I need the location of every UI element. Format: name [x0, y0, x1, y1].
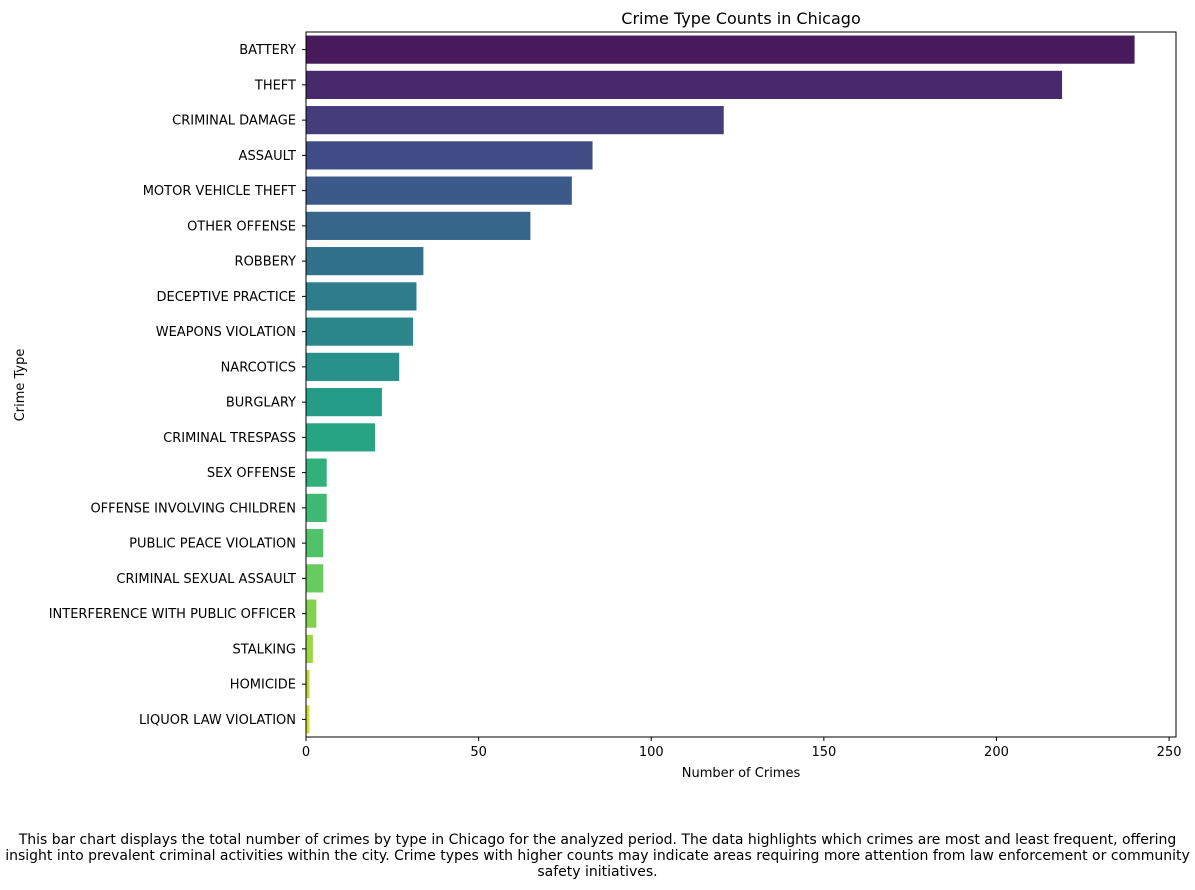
y-tick-label: HOMICIDE	[230, 678, 296, 693]
y-tick-label: MOTOR VEHICLE THEFT	[143, 184, 296, 199]
x-tick-label: 50	[470, 745, 487, 760]
x-tick-label: 250	[1157, 745, 1182, 760]
y-tick-labels: BATTERY THEFT CRIMINAL DAMAGE ASSAULT MOTOR …	[49, 43, 306, 728]
x-tick-label: 150	[811, 745, 836, 760]
y-tick-label: WEAPONS VIOLATION	[156, 325, 296, 340]
bar-burglary	[306, 388, 382, 417]
bar-narcotics	[306, 352, 400, 381]
x-axis-label: Number of Crimes	[682, 766, 801, 781]
crime-bar-chart: Crime Type Counts in Chicago BATTERY THEF…	[13, 9, 1182, 781]
x-tick-label: 200	[984, 745, 1009, 760]
bar-public-peace-violation	[306, 529, 324, 558]
bar-other-offense	[306, 211, 531, 240]
bar-deceptive-practice	[306, 282, 417, 311]
bar-sex-offense	[306, 458, 327, 487]
y-tick-label: STALKING	[233, 642, 296, 657]
bar-liquor-law-violation	[306, 705, 310, 734]
y-tick-label: THEFT	[254, 78, 296, 93]
bar-stalking	[306, 634, 313, 663]
bar-homicide	[306, 670, 310, 699]
y-tick-label: LIQUOR LAW VIOLATION	[139, 713, 296, 728]
bar-motor-vehicle-theft	[306, 176, 572, 205]
y-tick-label: OFFENSE INVOLVING CHILDREN	[90, 501, 296, 516]
bar-theft	[306, 70, 1063, 99]
y-tick-label: INTERFERENCE WITH PUBLIC OFFICER	[49, 607, 296, 622]
y-tick-label: ROBBERY	[235, 255, 297, 270]
x-tick-label: 0	[302, 745, 310, 760]
y-tick-label: ASSAULT	[239, 149, 296, 164]
bar-robbery	[306, 247, 424, 276]
bar-criminal-damage	[306, 106, 724, 135]
bar-criminal-sexual-assault	[306, 564, 324, 593]
y-tick-label: PUBLIC PEACE VIOLATION	[129, 537, 296, 552]
y-tick-label: CRIMINAL DAMAGE	[172, 114, 296, 129]
bar-weapons-violation	[306, 317, 414, 346]
chart-title: Crime Type Counts in Chicago	[621, 9, 860, 28]
y-tick-label: CRIMINAL SEXUAL ASSAULT	[116, 572, 296, 587]
bar-interference-with-public-officer	[306, 599, 317, 628]
chart-caption: This bar chart displays the total number…	[5, 832, 1190, 880]
y-tick-label: OTHER OFFENSE	[187, 219, 296, 234]
x-tick-label: 100	[639, 745, 664, 760]
bars-layer	[306, 35, 1135, 734]
bar-offense-involving-children	[306, 493, 327, 522]
y-tick-label: CRIMINAL TRESPASS	[163, 431, 296, 446]
x-tick-labels: 0 50 100 150 200 250	[302, 737, 1182, 760]
bar-criminal-trespass	[306, 423, 376, 452]
y-tick-label: BURGLARY	[226, 396, 296, 411]
y-axis-label: Crime Type	[13, 349, 28, 422]
y-tick-label: NARCOTICS	[221, 360, 296, 375]
y-tick-label: DECEPTIVE PRACTICE	[156, 290, 296, 305]
y-tick-label: BATTERY	[239, 43, 296, 58]
bar-assault	[306, 141, 593, 170]
bar-battery	[306, 35, 1135, 64]
plot-frame	[305, 31, 1177, 738]
y-tick-label: SEX OFFENSE	[207, 466, 296, 481]
